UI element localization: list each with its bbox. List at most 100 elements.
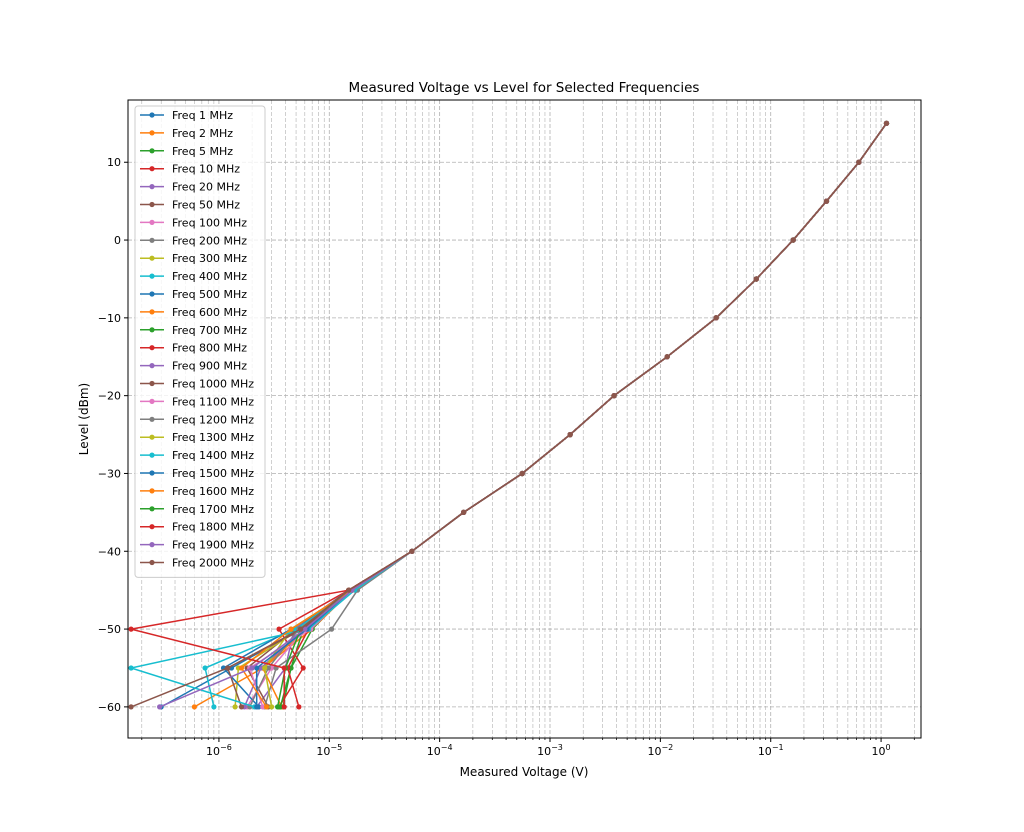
legend-item: Freq 2 MHz [140,127,233,140]
data-point [346,587,352,593]
series-line [248,122,888,708]
legend-label: Freq 100 MHz [172,216,247,229]
series-line [277,122,888,708]
data-point [753,276,759,282]
legend-label: Freq 5 MHz [172,145,233,158]
legend-item: Freq 700 MHz [140,324,247,337]
legend-item: Freq 300 MHz [140,252,247,265]
data-point [225,665,231,671]
data-point [157,704,163,710]
series-26 [128,120,890,710]
x-tick-label: 10−6 [206,743,232,758]
legend-marker [149,273,155,279]
series-8 [262,120,890,710]
x-tick-label: 10−4 [427,743,453,758]
legend-item: Freq 1500 MHz [140,467,254,480]
legend-label: Freq 900 MHz [172,360,247,373]
data-point [276,626,282,632]
x-tick-label: 10−3 [537,743,563,758]
legend-item: Freq 600 MHz [140,306,247,319]
legend-label: Freq 2000 MHz [172,557,254,570]
series-14 [285,120,890,710]
legend-item: Freq 50 MHz [140,199,240,212]
data-point [300,665,306,671]
legend-item: Freq 1900 MHz [140,539,254,552]
legend-marker [149,434,155,440]
data-point [664,354,670,360]
series-1 [158,120,890,710]
series-line [256,122,888,708]
legend-marker [149,166,155,172]
legend-label: Freq 2 MHz [172,127,233,140]
data-point [823,198,830,204]
legend-item: Freq 1200 MHz [140,413,254,426]
y-tick-label: −30 [98,467,121,480]
legend-item: Freq 900 MHz [140,360,247,373]
legend-box [134,105,266,578]
data-point [296,704,302,710]
legend-marker [149,488,155,494]
legend-label: Freq 50 MHz [172,199,240,212]
legend-marker [149,345,155,351]
series-line [249,122,888,708]
y-tick-label: −10 [98,312,121,325]
legend-marker [149,559,155,566]
series-line [130,122,888,708]
legend-marker [149,470,155,476]
legend-marker [149,309,155,315]
y-tick-label: −50 [98,623,121,636]
legend-label: Freq 10 MHz [172,163,240,176]
x-tick-label: 100 [872,743,891,758]
legend-label: Freq 200 MHz [172,234,247,247]
series-21 [254,120,890,710]
data-point [269,704,275,710]
data-point [254,665,260,671]
legend-item: Freq 1 MHz [140,109,233,122]
legend-label: Freq 600 MHz [172,306,247,319]
series-6 [244,120,890,710]
legend-label: Freq 1000 MHz [172,378,254,391]
legend-label: Freq 20 MHz [172,181,240,194]
legend-item: Freq 100 MHz [140,216,247,229]
data-point [128,665,134,671]
legend-item: Freq 10 MHz [140,163,240,176]
data-point [298,626,304,632]
legend: Freq 1 MHz Freq 2 MHz Freq 5 MHz Freq 10 MH… [134,105,266,578]
legend-label: Freq 1 MHz [172,109,233,122]
legend-marker [149,452,155,458]
series-2 [191,120,890,710]
legend-label: Freq 400 MHz [172,270,247,283]
series-line [243,122,888,708]
legend-label: Freq 1200 MHz [172,413,254,426]
legend-marker [149,524,155,530]
data-point [238,704,245,710]
series-19 [262,120,890,710]
series-9 [232,120,890,710]
data-point [281,665,287,671]
x-tick-label: 10−2 [647,743,673,758]
chart-title: Measured Voltage vs Level for Selected F… [349,80,700,96]
series-3 [280,120,890,710]
legend-marker [149,219,155,225]
data-point [191,704,197,710]
legend-item: Freq 2000 MHz [140,557,254,570]
legend-label: Freq 1500 MHz [172,467,254,480]
series-line [261,122,888,708]
series-12 [260,120,890,710]
series-16 [225,120,890,710]
data-point [567,432,573,438]
legend-label: Freq 300 MHz [172,252,247,265]
series-23 [275,120,890,710]
x-tick-label: 10−5 [316,743,342,758]
series-line [276,122,888,708]
y-tick-label: −60 [98,701,121,714]
series-line [246,122,888,708]
data-point [238,665,245,671]
y-tick-label: −40 [98,545,121,558]
data-point [262,665,268,671]
series-line [282,122,888,708]
legend-item: Freq 1100 MHz [140,395,254,408]
y-tick-label: 0 [114,234,121,247]
